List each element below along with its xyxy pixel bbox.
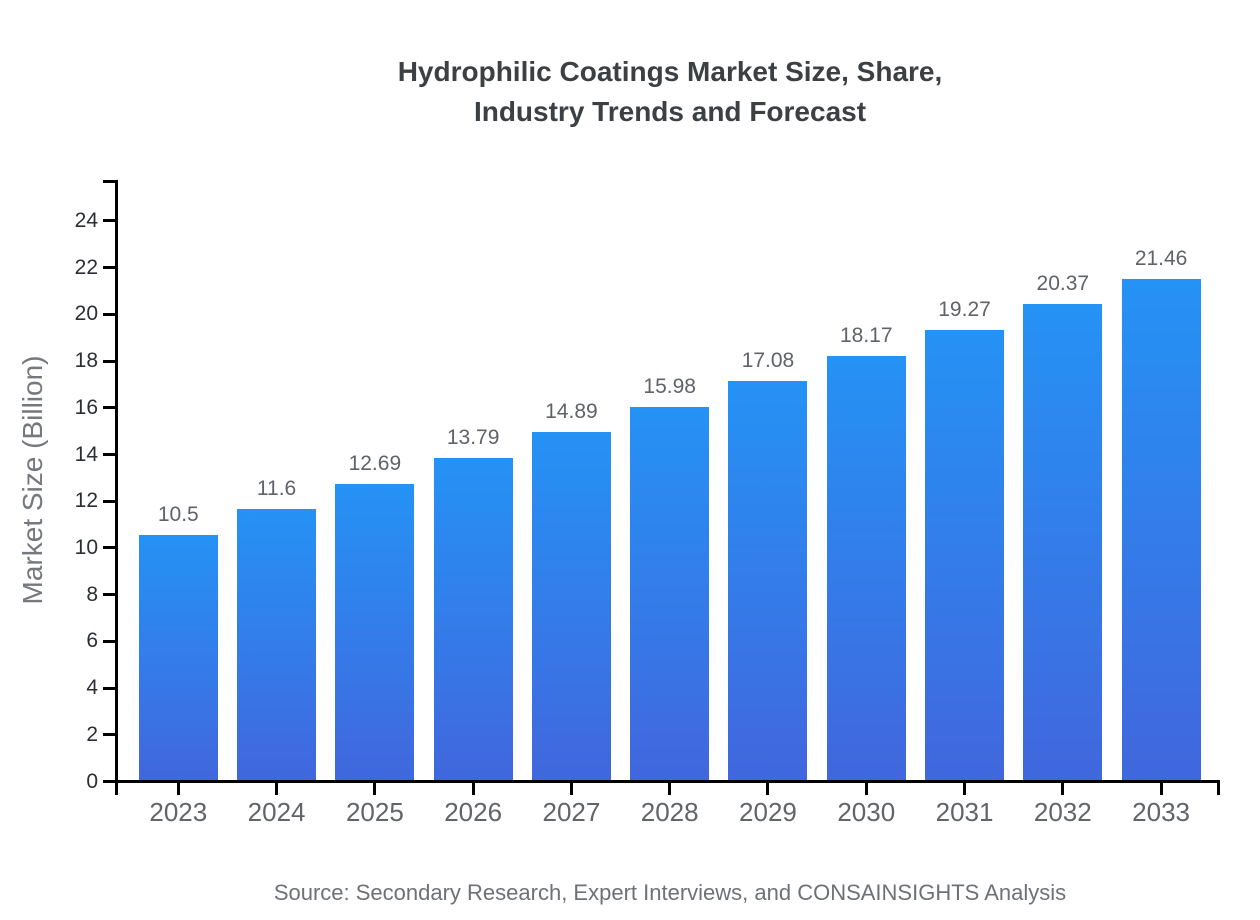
source-note: Source: Secondary Research, Expert Inter… xyxy=(273,880,1067,905)
bar xyxy=(630,406,710,780)
bar xyxy=(925,329,1005,780)
x-tick-label: 2023 xyxy=(149,797,208,827)
x-tick-label: 2033 xyxy=(1132,797,1191,827)
x-tick xyxy=(1159,783,1163,795)
y-tick-label: 18 xyxy=(74,349,98,373)
y-tick-label: 0 xyxy=(86,769,98,793)
bar xyxy=(335,483,415,780)
bar xyxy=(1023,304,1103,780)
x-tick xyxy=(1061,783,1065,795)
x-tick-label: 2031 xyxy=(935,797,994,827)
x-tick xyxy=(963,783,967,795)
x-axis-start-tick xyxy=(115,783,118,795)
y-tick xyxy=(103,219,115,223)
bar-value-label: 15.98 xyxy=(643,374,696,398)
bar-value-label: 10.5 xyxy=(157,502,199,526)
y-tick-label: 4 xyxy=(86,676,98,700)
bar-value-label: 17.08 xyxy=(741,349,795,373)
y-axis-title: Market Size (Billion) xyxy=(17,355,48,605)
y-tick xyxy=(103,639,115,643)
y-tick xyxy=(103,686,115,690)
y-axis-end-tick xyxy=(103,180,115,183)
x-tick xyxy=(373,783,377,795)
bar-value-label: 13.79 xyxy=(446,425,500,449)
x-tick-label: 2027 xyxy=(542,797,601,827)
bar-value-label: 14.89 xyxy=(545,400,598,424)
bar-value-label: 19.27 xyxy=(938,297,991,321)
y-tick xyxy=(103,733,115,737)
bar xyxy=(728,381,808,780)
bar-value-label: 12.69 xyxy=(348,451,402,475)
x-tick-label: 2024 xyxy=(247,797,306,827)
bar-value-label: 11.6 xyxy=(256,477,297,501)
chart-title-line-1: Hydrophilic Coatings Market Size, Share, xyxy=(397,56,943,87)
bar xyxy=(1121,278,1201,780)
x-axis-line xyxy=(115,780,1220,783)
bar-value-label: 20.37 xyxy=(1036,272,1090,296)
y-tick-label: 14 xyxy=(74,442,98,466)
bar-value-label: 18.17 xyxy=(839,323,893,347)
bar xyxy=(531,432,611,780)
y-tick-label: 20 xyxy=(74,302,98,326)
y-tick-label: 24 xyxy=(74,208,98,232)
x-tick xyxy=(766,783,770,795)
y-tick xyxy=(103,780,115,783)
y-tick-label: 22 xyxy=(74,255,98,279)
x-tick-label: 2029 xyxy=(739,797,797,827)
chart-title-line-2: Industry Trends and Forecast xyxy=(473,96,867,127)
y-tick xyxy=(103,546,115,550)
x-tick-label: 2026 xyxy=(444,797,503,827)
x-tick-label: 2028 xyxy=(640,797,699,827)
x-tick xyxy=(864,783,868,795)
bar xyxy=(433,457,513,780)
chart-title: Hydrophilic Coatings Market Size, Share,… xyxy=(80,52,1260,132)
y-tick xyxy=(103,266,115,270)
x-tick xyxy=(176,783,180,795)
x-tick-label: 2032 xyxy=(1033,797,1092,827)
y-tick-label: 8 xyxy=(86,582,98,606)
x-tick xyxy=(275,783,279,795)
x-tick xyxy=(569,783,573,795)
x-axis-end-tick xyxy=(1217,783,1220,795)
bar-value-label: 21.46 xyxy=(1134,246,1188,270)
bar xyxy=(138,534,218,780)
bar xyxy=(237,509,317,780)
y-tick-label: 16 xyxy=(74,395,98,419)
y-tick xyxy=(103,499,115,503)
x-tick xyxy=(471,783,475,795)
y-tick xyxy=(103,359,115,363)
y-tick xyxy=(103,593,115,597)
y-tick-label: 12 xyxy=(74,489,98,513)
x-tick-label: 2030 xyxy=(837,797,896,827)
x-tick-label: 2025 xyxy=(345,797,404,827)
y-tick xyxy=(103,406,115,410)
bar xyxy=(826,355,906,780)
y-tick-label: 6 xyxy=(86,629,98,653)
y-axis-line xyxy=(115,180,118,783)
y-tick-label: 2 xyxy=(86,722,98,746)
x-tick xyxy=(668,783,672,795)
y-tick xyxy=(103,312,115,316)
y-tick xyxy=(103,453,115,456)
y-tick-label: 10 xyxy=(74,535,98,559)
